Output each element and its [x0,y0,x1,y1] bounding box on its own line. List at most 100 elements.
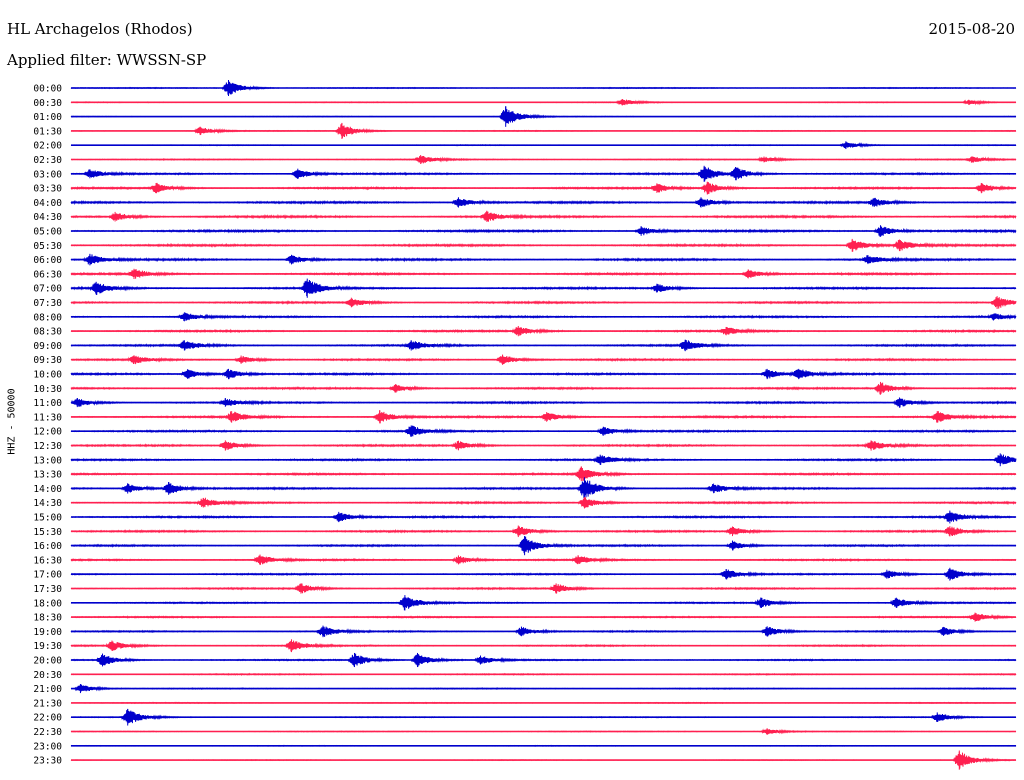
event-marker [505,106,507,127]
event-marker [486,211,488,222]
event-marker [999,453,1001,467]
event-marker [936,712,938,722]
row-time-label: 20:30 [33,670,62,681]
event-marker [127,708,129,726]
row-time-label: 12:30 [33,441,62,452]
row-time-label: 20:00 [33,656,62,667]
row-time-label: 05:30 [33,241,62,252]
event-marker [457,197,459,208]
event-marker [502,354,504,365]
event-marker [306,278,308,298]
event-marker [732,540,733,551]
event-marker [873,197,875,207]
row-time-label: 19:00 [33,627,62,638]
event-marker [867,255,869,265]
event-marker [79,684,81,694]
row-time-label: 04:00 [33,198,62,209]
row-time-label: 06:30 [33,269,62,280]
row-time-label: 14:30 [33,498,62,509]
row-time-label: 12:00 [33,427,62,438]
event-marker [656,283,658,293]
event-marker [379,410,381,424]
event-marker [725,326,727,336]
row-time-label: 23:30 [33,756,62,767]
event-marker [187,369,189,379]
event-marker [114,211,116,222]
event-marker [713,483,715,494]
trace-row-1400 [70,480,1017,498]
time-label-group: 00:00 00:30 01:00 01:30 02:00 02:30 03:00 03:30… [33,84,62,767]
row-time-label: 01:00 [33,112,62,123]
event-marker [943,626,945,636]
event-marker [703,165,705,182]
event-marker [354,652,355,668]
event-marker [228,368,229,380]
event-marker [394,384,396,393]
row-time-label: 03:30 [33,184,62,195]
event-marker [760,597,762,608]
row-time-label: 04:30 [33,212,62,223]
row-time-label: 01:30 [33,126,62,137]
event-marker [410,425,412,437]
event-marker [949,567,951,581]
event-marker [958,750,960,770]
event-marker [168,482,170,495]
event-marker [725,569,727,580]
event-marker [338,511,340,523]
event-marker [602,426,604,436]
event-marker [766,626,768,637]
event-marker [949,526,951,537]
row-time-label: 23:00 [33,741,62,752]
event-marker [520,626,522,637]
event-marker [111,640,113,651]
row-time-label: 02:30 [33,155,62,166]
event-marker [322,625,324,638]
row-time-label: 09:30 [33,355,62,366]
event-marker [980,182,982,194]
filter-label: Applied filter: WWSSN-SP [7,51,207,69]
event-marker [580,467,582,482]
row-time-label: 21:30 [33,698,62,709]
event-marker [880,381,882,395]
event-marker [845,141,847,150]
row-time-label: 09:00 [33,341,62,352]
event-marker [199,126,201,136]
event-marker [228,80,229,96]
row-time-label: 10:30 [33,384,62,395]
event-marker [517,325,519,337]
event-marker [291,639,292,653]
event-marker [898,239,900,252]
event-marker [798,368,800,380]
event-marker [898,397,900,408]
event-marker [886,569,888,579]
event-marker [936,411,938,423]
event-marker [546,412,548,422]
event-marker [974,612,976,622]
event-marker [517,525,519,538]
row-time-label: 19:30 [33,641,62,652]
event-marker [291,254,292,265]
event-marker [297,168,299,179]
event-marker [95,281,97,295]
event-marker [524,536,526,556]
row-time-label: 07:00 [33,284,62,295]
row-time-label: 15:30 [33,527,62,538]
event-marker [341,122,343,139]
row-time-label: 00:00 [33,84,62,95]
event-marker [971,156,973,163]
trace-row-2200 [70,709,1017,724]
event-marker [224,398,226,407]
row-time-label: 22:30 [33,727,62,738]
event-marker [968,99,970,105]
row-time-label: 16:00 [33,541,62,552]
event-marker [895,597,897,608]
row-time-label: 18:00 [33,598,62,609]
event-marker [240,355,242,364]
event-marker [183,340,185,351]
row-time-label: 00:30 [33,98,62,109]
event-marker [420,155,422,164]
event-marker [763,156,765,163]
event-marker [224,440,226,451]
event-marker [949,510,951,524]
event-marker [457,555,459,565]
